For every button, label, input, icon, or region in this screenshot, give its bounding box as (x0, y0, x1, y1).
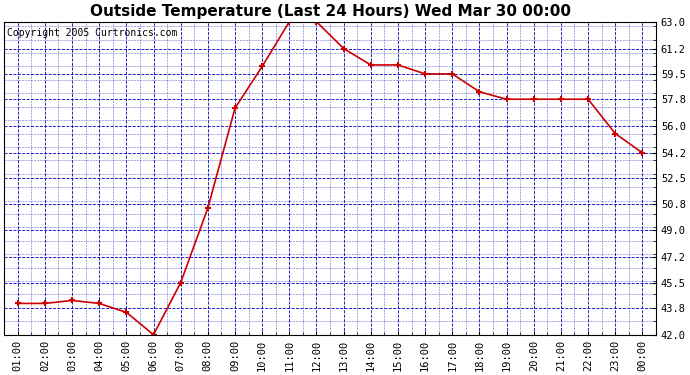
Title: Outside Temperature (Last 24 Hours) Wed Mar 30 00:00: Outside Temperature (Last 24 Hours) Wed … (90, 4, 571, 19)
Text: Copyright 2005 Curtronics.com: Copyright 2005 Curtronics.com (8, 28, 178, 38)
